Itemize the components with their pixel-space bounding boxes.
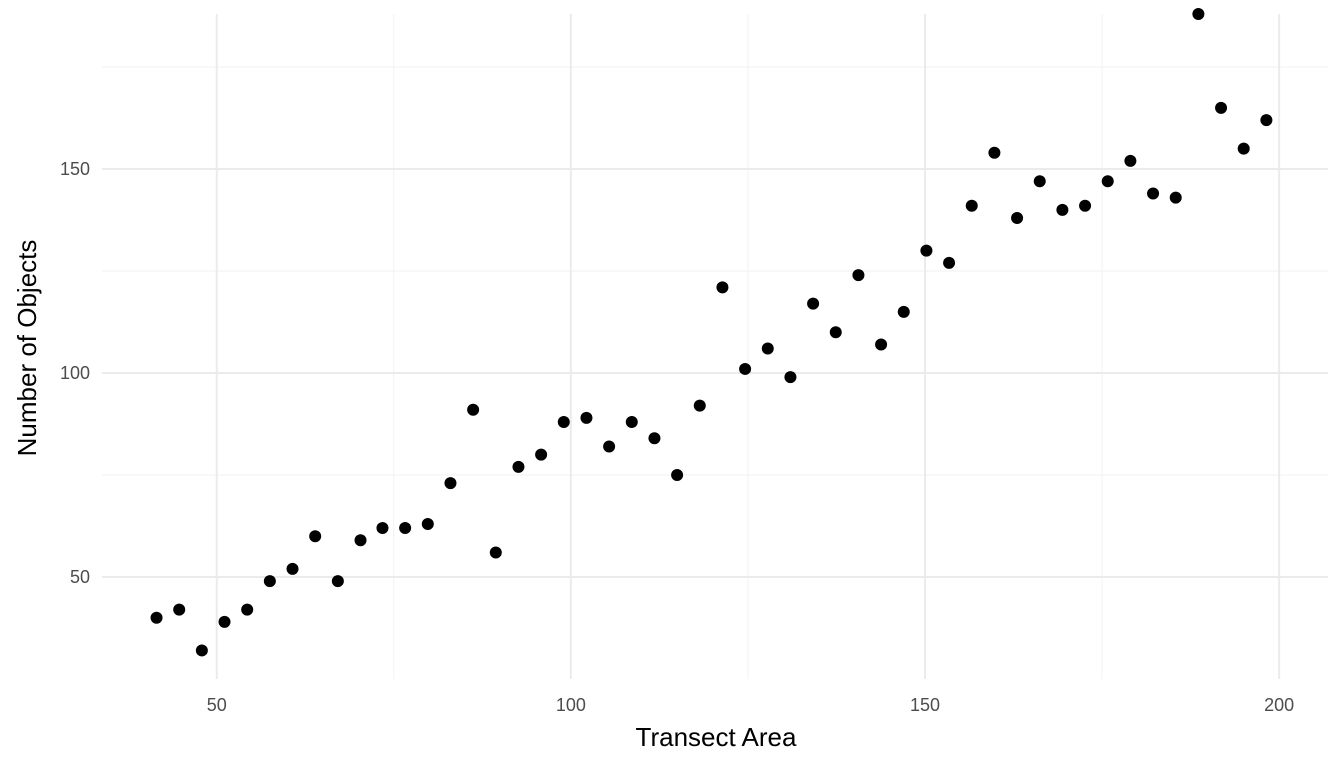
data-point bbox=[784, 371, 797, 384]
data-point bbox=[693, 399, 706, 412]
data-point bbox=[1192, 8, 1205, 20]
data-point bbox=[444, 477, 457, 490]
data-point bbox=[1124, 154, 1137, 167]
data-point bbox=[1056, 203, 1069, 216]
data-point bbox=[852, 269, 865, 282]
data-point bbox=[195, 644, 208, 657]
data-point bbox=[421, 517, 434, 530]
data-point bbox=[331, 575, 344, 588]
y-axis-tick-labels: 50 100 150 bbox=[60, 159, 90, 587]
data-point bbox=[467, 403, 480, 416]
data-point bbox=[218, 615, 231, 628]
data-point bbox=[716, 281, 729, 294]
y-tick-label: 50 bbox=[70, 567, 90, 587]
x-tick-label: 100 bbox=[556, 695, 586, 715]
data-point bbox=[173, 603, 186, 616]
data-point bbox=[1215, 101, 1228, 114]
x-axis-title: Transect Area bbox=[636, 722, 797, 752]
major-gridlines bbox=[102, 14, 1328, 679]
data-point bbox=[625, 415, 638, 428]
x-tick-label: 50 bbox=[207, 695, 227, 715]
data-point bbox=[1147, 187, 1160, 200]
data-point bbox=[829, 326, 842, 339]
data-point bbox=[376, 522, 389, 535]
data-point bbox=[1011, 211, 1024, 224]
data-point bbox=[399, 522, 412, 535]
data-point bbox=[648, 432, 661, 445]
data-point bbox=[739, 362, 752, 375]
data-point bbox=[1260, 114, 1273, 127]
data-point bbox=[807, 297, 820, 310]
data-point bbox=[286, 562, 299, 575]
data-point bbox=[965, 199, 978, 212]
data-point bbox=[603, 440, 616, 453]
x-tick-label: 200 bbox=[1264, 695, 1294, 715]
data-point bbox=[1237, 142, 1250, 155]
y-tick-label: 150 bbox=[60, 159, 90, 179]
data-point bbox=[489, 546, 502, 559]
data-point bbox=[263, 575, 276, 588]
data-point bbox=[354, 534, 367, 547]
data-point bbox=[241, 603, 254, 616]
data-point bbox=[557, 415, 570, 428]
y-tick-label: 100 bbox=[60, 363, 90, 383]
y-axis-title: Number of Objects bbox=[12, 240, 42, 457]
x-tick-label: 150 bbox=[910, 695, 940, 715]
data-point bbox=[943, 256, 956, 269]
data-point bbox=[535, 448, 548, 461]
x-axis-tick-labels: 50 100 150 200 bbox=[207, 695, 1294, 715]
data-point bbox=[920, 244, 933, 257]
data-point bbox=[1101, 175, 1114, 188]
data-point bbox=[1169, 191, 1182, 204]
data-point bbox=[671, 469, 684, 482]
data-point bbox=[1033, 175, 1046, 188]
data-point bbox=[761, 342, 774, 355]
data-points bbox=[150, 8, 1273, 657]
data-point bbox=[580, 411, 593, 424]
minor-gridlines bbox=[102, 14, 1328, 679]
data-point bbox=[150, 611, 163, 624]
data-point bbox=[512, 460, 525, 473]
data-point bbox=[897, 305, 910, 318]
data-point bbox=[875, 338, 888, 351]
data-point bbox=[988, 146, 1001, 159]
data-point bbox=[309, 530, 322, 543]
data-point bbox=[1079, 199, 1092, 212]
